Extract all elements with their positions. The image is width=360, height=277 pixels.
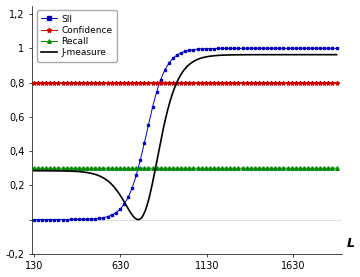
Legend: SII, Confidence, Recall, J-measure: SII, Confidence, Recall, J-measure [37, 10, 117, 62]
Text: L: L [347, 237, 355, 250]
